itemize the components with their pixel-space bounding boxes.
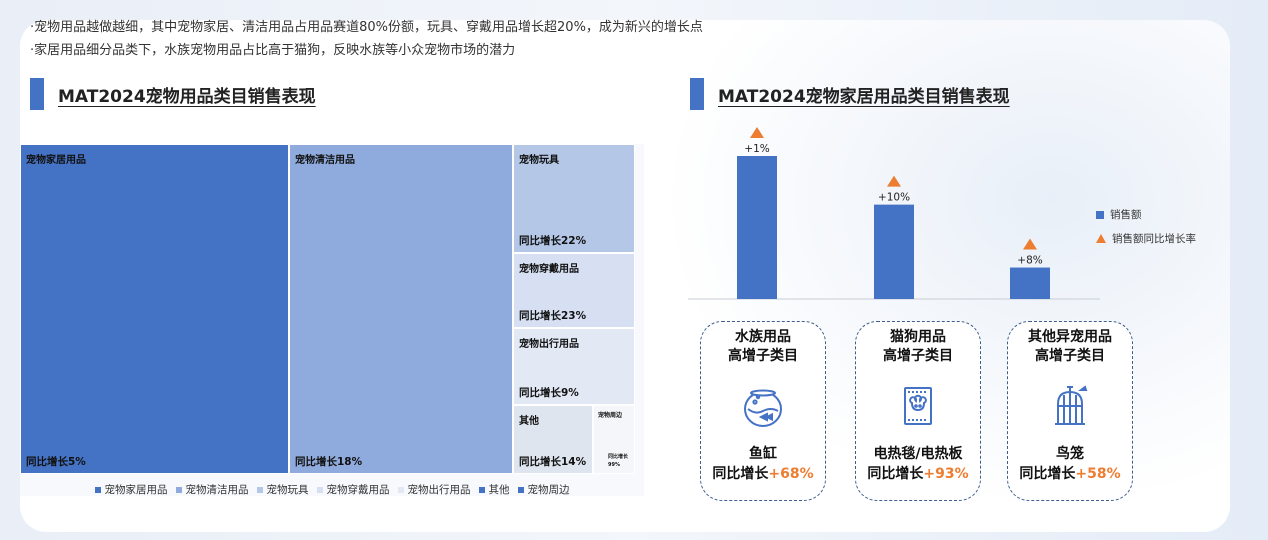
tile-other: 其他同比增长14%: [513, 405, 593, 474]
tile-accessories: 宠物周边同比增长 99%: [593, 405, 635, 474]
growth-value: +68%: [768, 466, 814, 482]
right-section-title: MAT2024宠物家居用品类目销售表现: [690, 78, 1010, 110]
tile-label: 宠物出行用品: [519, 339, 579, 350]
box-subtitle: 高增子类目: [1035, 348, 1105, 364]
box-exotic: 其他异宠用品 高增子类目 鸟笼同比增长+58%: [1007, 321, 1133, 501]
tile-label: 宠物周边: [598, 412, 623, 419]
tile-label: 宠物穿戴用品: [519, 264, 579, 275]
box-title-line: 水族用品: [735, 329, 791, 345]
box-title: 其他异宠用品 高增子类目: [1008, 328, 1132, 366]
growth-marker: [750, 127, 764, 138]
bar-sales: [874, 204, 914, 299]
product-name: 鱼缸: [749, 446, 777, 462]
growth-data-label: +10%: [878, 192, 910, 204]
birdcage-icon: [1044, 382, 1096, 430]
tile-label: 其他: [519, 416, 539, 427]
box-title: 水族用品 高增子类目: [701, 328, 825, 366]
box-title: 猫狗用品 高增子类目: [856, 328, 980, 366]
tile-travel: 宠物出行用品 同比增长9%: [513, 328, 635, 405]
legend-triangle: [1096, 234, 1106, 243]
bar-sales: [737, 156, 777, 299]
tile-cleaning: 宠物清洁用品 同比增长18%: [289, 144, 513, 474]
bullet-line: ·宠物用品越做越细，其中宠物家居、清洁用品占用品赛道80%份额，玩具、穿戴用品增…: [30, 20, 703, 35]
product-name: 电热毯/电热板: [873, 446, 963, 462]
left-section-title: MAT2024宠物用品类目销售表现: [30, 78, 316, 110]
growth-marker: [887, 175, 901, 187]
box-title-line: 其他异宠用品: [1028, 329, 1112, 345]
legend-item: 宠物出行用品: [397, 484, 471, 496]
box-product: 电热毯/电热板同比增长+93%: [856, 444, 980, 484]
summary-bullets: ·宠物用品越做越细，其中宠物家居、清洁用品占用品赛道80%份额，玩具、穿戴用品增…: [30, 16, 703, 62]
legend-label: 宠物玩具: [266, 484, 309, 496]
box-product: 鱼缸同比增长+68%: [701, 444, 825, 484]
legend-swatch: [1096, 210, 1104, 219]
box-aquarium: 水族用品高增子类目 鱼缸同比增长+68%: [700, 321, 826, 501]
product-name: 鸟笼: [1056, 446, 1084, 462]
category-treemap: 宠物家居用品 宠物清洁用品 宠物玩具 宠物穿戴用品 宠物出行用品 其他 宠物周边 宠物家居用…: [20, 144, 644, 496]
legend-item: 宠物穿戴用品: [316, 484, 390, 496]
growth-prefix: 同比增长: [867, 466, 924, 482]
box-title-line: 猫狗用品: [890, 329, 946, 345]
box-cat-dog: 猫狗用品高增子类目 电热毯/电热板同比增长+93%: [855, 321, 981, 501]
legend-item: 宠物周边: [517, 484, 570, 496]
legend-label: 销售额同比增长率: [1112, 233, 1196, 245]
legend-label: 宠物周边: [527, 484, 570, 496]
tile-growth: 同比增长18%: [295, 456, 363, 468]
legend-swatch: [517, 487, 524, 493]
tile-growth: 同比增长23%: [519, 310, 587, 322]
tile-growth: 同比增长9%: [519, 387, 579, 399]
growth-value: +58%: [1075, 466, 1121, 482]
growth-prefix: 同比增长: [712, 466, 769, 482]
box-subtitle: 高增子类目: [728, 348, 798, 364]
tile-growth: 同比增长14%: [519, 456, 587, 468]
legend-swatch: [175, 487, 182, 493]
bar-sales: [1010, 267, 1050, 299]
legend-swatch: [397, 487, 404, 493]
growth-marker: [1023, 238, 1037, 250]
heating-pad-icon: [892, 382, 944, 430]
tile-growth: 同比增长5%: [26, 456, 86, 468]
tile-label: 宠物家居用品: [26, 155, 86, 166]
left-title-text: MAT2024宠物用品类目销售表现: [58, 86, 316, 107]
legend-swatch: [316, 487, 323, 493]
tile-toys: 宠物玩具同比增长22%: [513, 144, 635, 253]
fishbowl-icon: [737, 382, 789, 430]
tile-label: 宠物玩具: [519, 155, 559, 166]
legend-item: 其他: [478, 484, 510, 496]
box-subtitle: 高增子类目: [883, 348, 953, 364]
legend-label: 宠物家居用品: [104, 484, 168, 496]
title-accent-bar: [30, 78, 44, 110]
legend-label: 宠物穿戴用品: [326, 484, 390, 496]
tile-label: 宠物清洁用品: [295, 155, 355, 166]
tile-home: 宠物家居用品 同比增长5%: [20, 144, 289, 474]
legend-sales: 销售额: [1096, 207, 1142, 222]
tile-growth: 同比增长 99%: [608, 454, 629, 468]
title-accent-bar: [690, 78, 704, 110]
legend-swatch: [94, 487, 101, 493]
home-category-bar-chart: +1%水族用品+10%猫狗日用品+8%其他异宠用品: [688, 127, 1100, 300]
growth-data-label: +1%: [744, 143, 769, 155]
legend-growth: 销售额同比增长率: [1096, 231, 1196, 246]
box-product: 鸟笼同比增长+58%: [1008, 444, 1132, 484]
growth-value: +93%: [923, 466, 969, 482]
legend-item: 宠物家居用品: [94, 484, 168, 496]
legend-item: 宠物玩具: [256, 484, 309, 496]
tile-apparel: 宠物穿戴用品 同比增长23%: [513, 253, 635, 328]
growth-data-label: +8%: [1017, 255, 1042, 267]
legend-label: 销售额: [1110, 209, 1142, 221]
legend-label: 宠物出行用品: [407, 484, 471, 496]
tile-growth: 同比增长22%: [519, 235, 587, 247]
right-title-text: MAT2024宠物家居用品类目销售表现: [718, 86, 1010, 107]
legend-swatch: [478, 487, 485, 493]
legend-swatch: [256, 487, 263, 493]
legend-item: 宠物清洁用品: [175, 484, 249, 496]
legend-label: 其他: [488, 484, 510, 496]
legend-label: 宠物清洁用品: [185, 484, 249, 496]
growth-prefix: 同比增长: [1019, 466, 1076, 482]
bullet-line: ·家居用品细分品类下，水族宠物用品占比高于猫狗，反映水族等小众宠物市场的潜力: [30, 43, 516, 58]
treemap-legend: 宠物家居用品 宠物清洁用品 宠物玩具 宠物穿戴用品 宠物出行用品 其他 宠物周边: [20, 482, 644, 497]
